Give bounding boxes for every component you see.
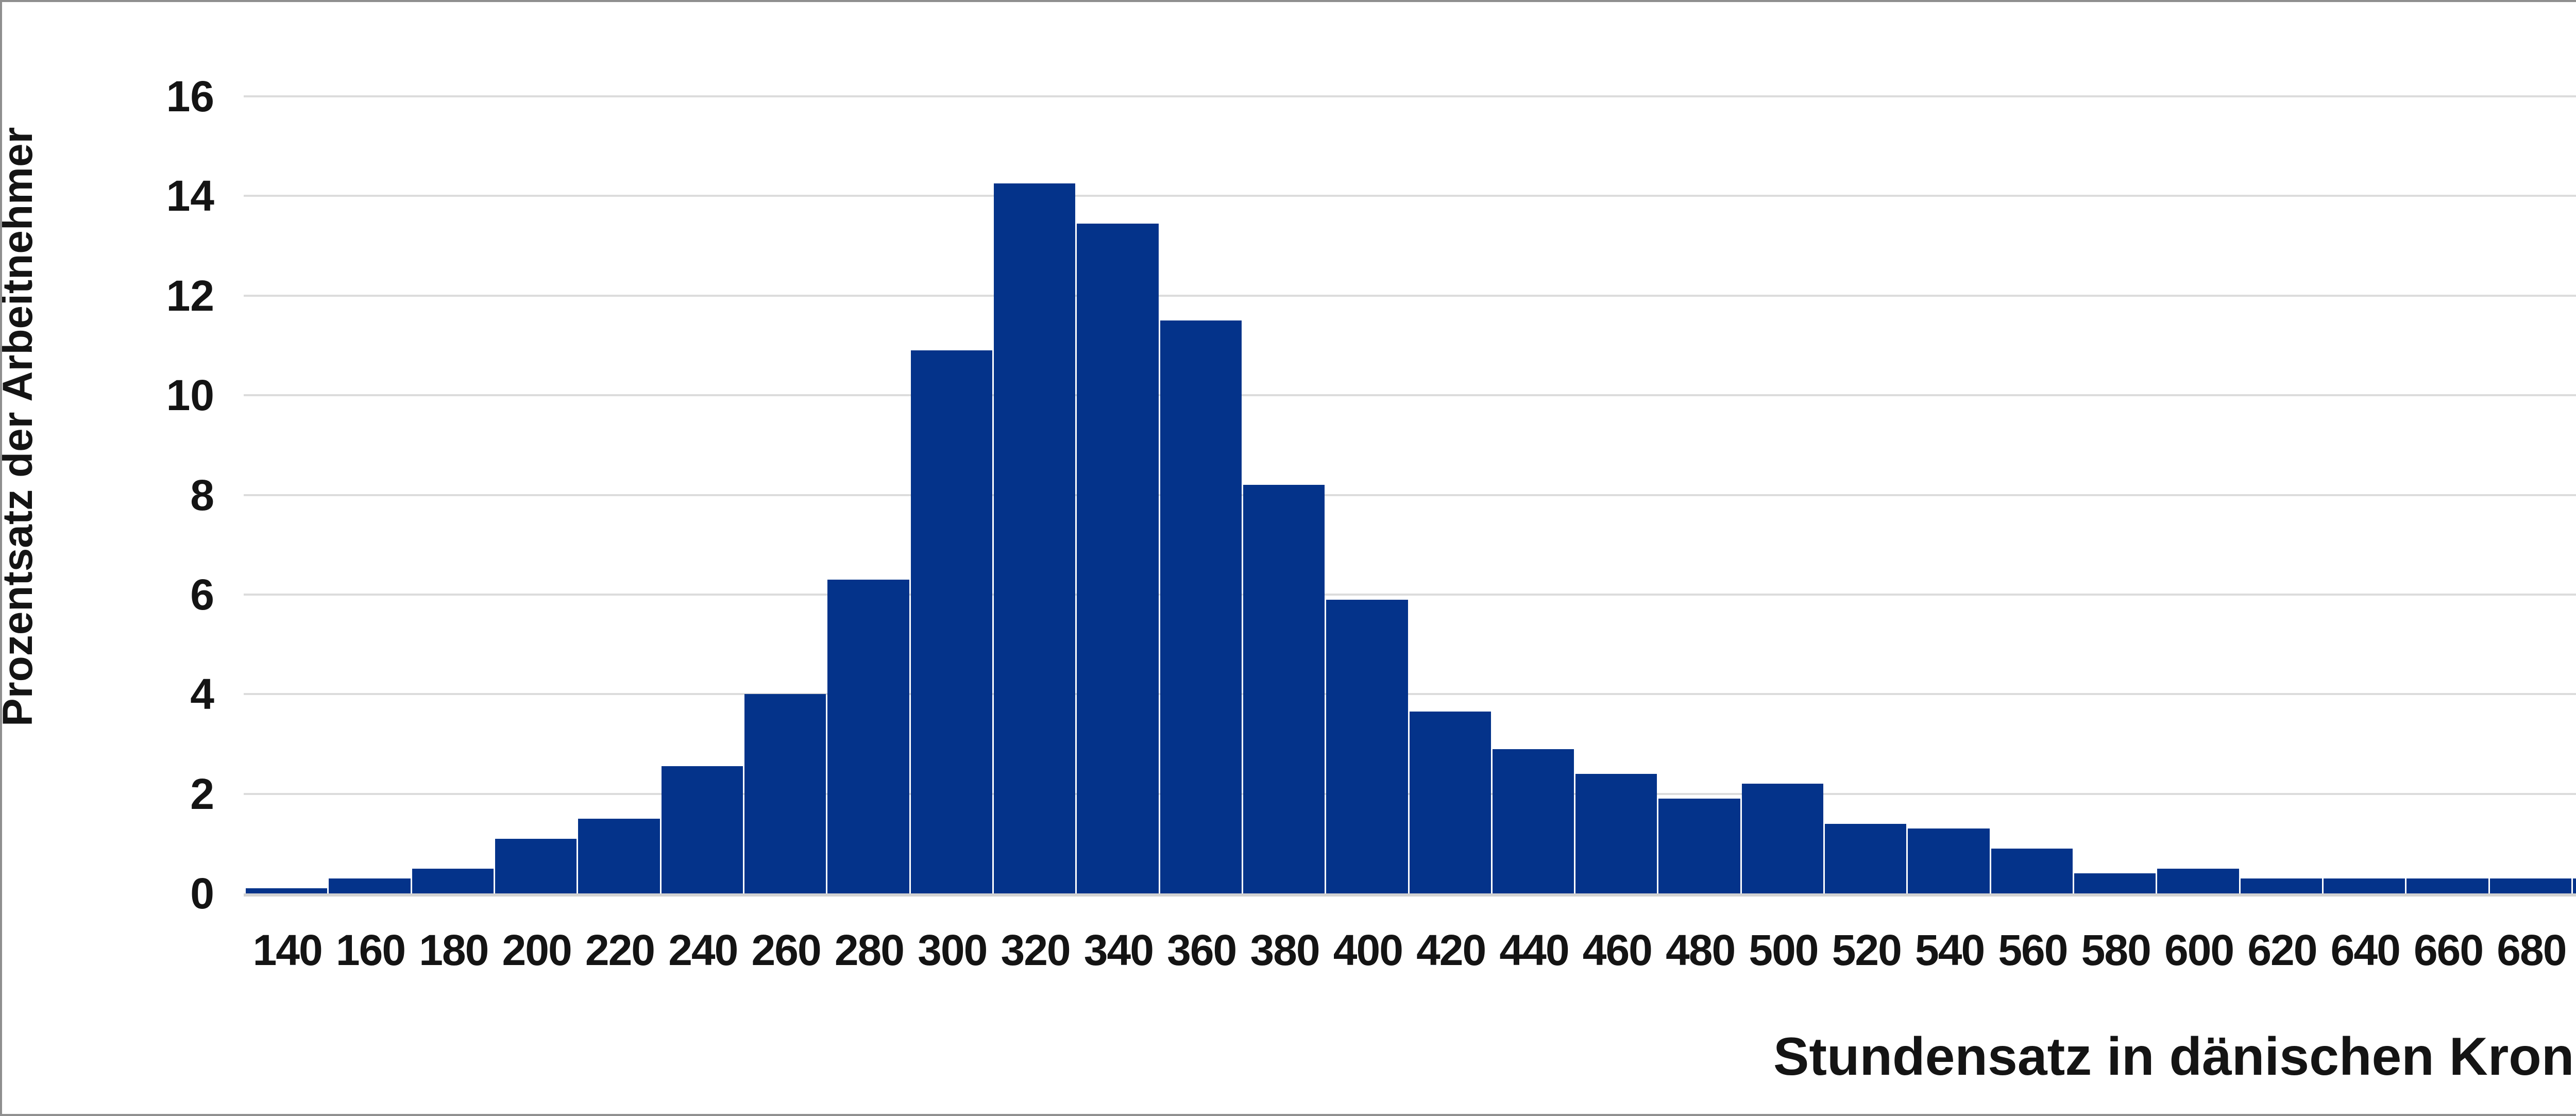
gridline-y-12 bbox=[244, 294, 2576, 297]
histogram-bar-440 bbox=[1492, 749, 1574, 893]
y-tick-label-2: 2 bbox=[190, 769, 214, 818]
histogram-bar-560 bbox=[1991, 848, 2073, 893]
histogram-bar-260 bbox=[744, 694, 826, 893]
x-tick-label-280: 280 bbox=[834, 926, 905, 974]
x-tick-label-500: 500 bbox=[1749, 926, 1819, 974]
histogram-bar-140 bbox=[246, 888, 328, 893]
histogram-bar-660 bbox=[2406, 878, 2488, 893]
x-tick-label-160: 160 bbox=[335, 926, 406, 974]
histogram-bar-360 bbox=[1160, 320, 1242, 893]
y-tick-label-16: 16 bbox=[166, 72, 214, 121]
x-tick-label-680: 680 bbox=[2497, 926, 2567, 974]
x-tick-label-320: 320 bbox=[1001, 926, 1071, 974]
histogram-bar-420 bbox=[1409, 712, 1491, 893]
x-axis-title: Stundensatz in dänischen Kronen bbox=[1773, 1027, 2576, 1087]
x-tick-label-560: 560 bbox=[1998, 926, 2068, 974]
x-tick-label-380: 380 bbox=[1250, 926, 1320, 974]
x-tick-label-640: 640 bbox=[2330, 926, 2401, 974]
histogram-bar-520 bbox=[1825, 823, 1907, 893]
x-tick-label-600: 600 bbox=[2164, 926, 2234, 974]
histogram-bar-200 bbox=[495, 838, 577, 893]
histogram-bar-400 bbox=[1326, 599, 1408, 893]
histogram-bar-340 bbox=[1077, 223, 1159, 893]
gridline-y-14 bbox=[244, 195, 2576, 197]
x-tick-label-220: 220 bbox=[585, 926, 655, 974]
x-tick-label-460: 460 bbox=[1582, 926, 1653, 974]
histogram-bar-180 bbox=[412, 868, 494, 893]
x-tick-label-700: 700 bbox=[2553, 928, 2576, 972]
y-tick-label-12: 12 bbox=[166, 271, 214, 320]
y-tick-label-8: 8 bbox=[190, 470, 214, 519]
x-tick-label-540: 540 bbox=[1915, 926, 1985, 974]
y-axis-title: Prozentsatz der Arbeitnehmer bbox=[0, 127, 41, 726]
histogram-bar-380 bbox=[1243, 485, 1325, 893]
y-tick-label-0: 0 bbox=[190, 869, 214, 918]
histogram-bar-580 bbox=[2074, 873, 2156, 893]
histogram-bar-540 bbox=[1908, 828, 1990, 893]
x-tick-label-260: 260 bbox=[751, 926, 822, 974]
histogram-bar-680 bbox=[2489, 878, 2572, 893]
gridline-y-8 bbox=[244, 494, 2576, 496]
histogram-bar-280 bbox=[827, 579, 909, 893]
histogram-bar-620 bbox=[2240, 878, 2323, 893]
gridline-y-4 bbox=[244, 693, 2576, 696]
x-tick-label-520: 520 bbox=[1832, 926, 1902, 974]
x-tick-label-340: 340 bbox=[1083, 926, 1154, 974]
y-tick-label-10: 10 bbox=[166, 371, 214, 420]
gridline-y-16 bbox=[244, 95, 2576, 97]
x-tick-label-240: 240 bbox=[668, 926, 738, 974]
histogram-bar-160 bbox=[329, 878, 411, 893]
x-tick-label-300: 300 bbox=[918, 926, 988, 974]
histogram-bar-480 bbox=[1658, 799, 1740, 893]
x-tick-label-440: 440 bbox=[1499, 926, 1569, 974]
histogram-bar-500 bbox=[1741, 784, 1824, 893]
x-tick-label-200: 200 bbox=[502, 926, 572, 974]
histogram-bar-460 bbox=[1575, 773, 1657, 893]
y-tick-label-4: 4 bbox=[190, 670, 214, 719]
x-tick-label-180: 180 bbox=[419, 926, 489, 974]
gridline-y-6 bbox=[244, 593, 2576, 596]
histogram-bar-300 bbox=[910, 350, 992, 893]
x-tick-label-660: 660 bbox=[2413, 926, 2484, 974]
histogram-bar-220 bbox=[578, 818, 660, 893]
x-tick-label-400: 400 bbox=[1333, 926, 1403, 974]
histogram-bar-320 bbox=[993, 183, 1076, 893]
y-tick-label-6: 6 bbox=[190, 570, 214, 619]
histogram-bar-600 bbox=[2157, 868, 2239, 893]
y-tick-label-14: 14 bbox=[166, 172, 214, 221]
x-tick-label-360: 360 bbox=[1167, 926, 1237, 974]
x-axis-line bbox=[244, 893, 2576, 897]
gridline-y-10 bbox=[244, 394, 2576, 397]
x-tick-label-620: 620 bbox=[2247, 926, 2317, 974]
histogram-bar-640 bbox=[2324, 878, 2405, 893]
x-tick-label-420: 420 bbox=[1416, 926, 1486, 974]
x-tick-label-140: 140 bbox=[252, 926, 323, 974]
x-tick-label-480: 480 bbox=[1666, 926, 1736, 974]
x-tick-label-580: 580 bbox=[2081, 926, 2151, 974]
histogram-bar-700 bbox=[2573, 878, 2576, 893]
histogram-bar-240 bbox=[661, 766, 743, 893]
